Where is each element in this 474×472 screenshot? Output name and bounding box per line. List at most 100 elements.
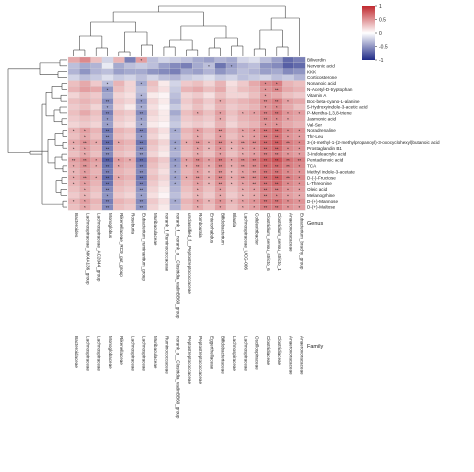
heatmap-cell bbox=[67, 68, 80, 76]
heatmap-cell bbox=[146, 127, 159, 134]
significance-mark: * bbox=[287, 117, 289, 122]
heatmap-cell bbox=[203, 103, 216, 111]
significance-mark: * bbox=[186, 140, 188, 145]
significance-mark: * bbox=[298, 140, 300, 145]
significance-mark: ** bbox=[106, 135, 110, 140]
heatmap-cell bbox=[237, 121, 250, 129]
heatmap-cell bbox=[67, 80, 80, 87]
significance-mark: * bbox=[73, 146, 75, 151]
heatmap-cell bbox=[180, 98, 193, 105]
heatmap-cell bbox=[293, 203, 306, 211]
significance-mark: ** bbox=[219, 140, 223, 145]
heatmap-cell bbox=[101, 62, 114, 70]
significance-mark: * bbox=[73, 199, 75, 204]
heatmap-cell bbox=[113, 180, 125, 187]
heatmap-cell bbox=[203, 203, 216, 211]
significance-mark: * bbox=[95, 164, 97, 169]
heatmap-cell bbox=[180, 68, 193, 76]
heatmap-cell bbox=[180, 109, 193, 117]
heatmap-cell bbox=[293, 86, 306, 93]
heatmap-cell bbox=[214, 80, 227, 87]
significance-mark: * bbox=[84, 193, 86, 198]
heatmap-cell bbox=[203, 86, 216, 93]
heatmap-cell bbox=[90, 62, 103, 70]
family-label: Lachnospiraceae bbox=[97, 336, 102, 371]
significance-mark: * bbox=[219, 146, 221, 151]
heatmap-cell bbox=[248, 92, 261, 99]
significance-mark: * bbox=[208, 170, 210, 175]
genus-label: Muribaculaceae bbox=[153, 213, 158, 246]
genus-label: unclassified_f__Peptostreptococcaceae bbox=[187, 213, 192, 294]
significance-mark: ** bbox=[140, 182, 144, 187]
heatmap-cell bbox=[90, 103, 103, 111]
heatmap-cell bbox=[90, 192, 103, 199]
row-label: Pentadienoic acid bbox=[307, 158, 344, 163]
significance-mark: * bbox=[242, 199, 244, 204]
heatmap-cell bbox=[124, 62, 137, 70]
heatmap-cell bbox=[113, 98, 125, 105]
heatmap-cell bbox=[158, 151, 171, 158]
heatmap-cell bbox=[282, 74, 295, 81]
significance-mark: * bbox=[298, 135, 300, 140]
heatmap-cell bbox=[237, 62, 250, 70]
heatmap-cell bbox=[79, 80, 92, 87]
heatmap-cell bbox=[146, 168, 159, 176]
heatmap-cell bbox=[124, 98, 137, 105]
significance-mark: * bbox=[174, 164, 176, 169]
significance-mark: * bbox=[84, 205, 86, 210]
significance-mark: * bbox=[140, 99, 142, 104]
significance-mark: * bbox=[208, 199, 210, 204]
heatmap-cell bbox=[79, 109, 92, 117]
row-label: Biliverdin bbox=[307, 58, 326, 63]
significance-mark: ** bbox=[106, 199, 110, 204]
significance-mark: * bbox=[107, 123, 109, 128]
heatmap-cell bbox=[113, 68, 125, 76]
row-label: L-Threonine bbox=[307, 181, 332, 186]
heatmap-cell bbox=[169, 115, 182, 123]
significance-mark: * bbox=[84, 135, 86, 140]
heatmap-cell bbox=[67, 186, 80, 193]
heatmap-cell bbox=[203, 121, 216, 129]
significance-mark: * bbox=[174, 129, 176, 134]
genus-label: Blautia bbox=[232, 213, 237, 227]
heatmap-cell bbox=[158, 162, 171, 170]
significance-marks: ** ** * * ** * *** *** * * ** ** ** * * *** ** * * * * ** ** * *… bbox=[72, 58, 301, 210]
color-legend: 1 0.5 0 -0.5 -1 bbox=[362, 4, 388, 64]
heatmap-cell bbox=[259, 56, 272, 64]
significance-mark: ** bbox=[241, 164, 245, 169]
heatmap-cell bbox=[146, 151, 159, 158]
significance-mark: * bbox=[219, 135, 221, 140]
significance-mark: ** bbox=[241, 158, 245, 163]
heatmap-cell bbox=[192, 62, 204, 70]
heatmap-cell bbox=[67, 86, 80, 93]
genus-label: norank_f__norank_o__Clostridia_vadinBB60… bbox=[176, 213, 181, 319]
heatmap-cell bbox=[259, 68, 272, 76]
heatmap-cell bbox=[225, 186, 238, 193]
heatmap-cell bbox=[225, 127, 238, 134]
significance-mark: * bbox=[107, 87, 109, 92]
significance-mark: ** bbox=[275, 158, 279, 163]
significance-mark: * bbox=[219, 117, 221, 122]
row-label: 5-Hydroxyindole-3-acetic acid bbox=[307, 105, 368, 110]
heatmap-cell bbox=[169, 133, 182, 140]
significance-mark: ** bbox=[264, 199, 268, 204]
heatmap-cell bbox=[124, 180, 137, 187]
significance-mark: * bbox=[95, 158, 97, 163]
heatmap-cell bbox=[293, 74, 306, 81]
heatmap-cell bbox=[67, 74, 80, 81]
significance-mark: ** bbox=[264, 170, 268, 175]
heatmap-cell bbox=[203, 133, 216, 140]
heatmap-cell bbox=[146, 74, 159, 81]
significance-mark: * bbox=[174, 176, 176, 181]
heatmap-cell bbox=[90, 186, 103, 193]
significance-mark: ** bbox=[275, 164, 279, 169]
heatmap-cell bbox=[225, 56, 238, 64]
significance-mark: ** bbox=[219, 129, 223, 134]
heatmap-cell bbox=[225, 203, 238, 211]
heatmap-cell bbox=[67, 133, 80, 140]
significance-mark: ** bbox=[106, 111, 110, 116]
significance-mark: ** bbox=[140, 129, 144, 134]
heatmap-cell bbox=[124, 168, 137, 176]
genus-label: Eubacterium_brachy_group bbox=[300, 213, 305, 270]
heatmap-cell bbox=[214, 121, 227, 129]
